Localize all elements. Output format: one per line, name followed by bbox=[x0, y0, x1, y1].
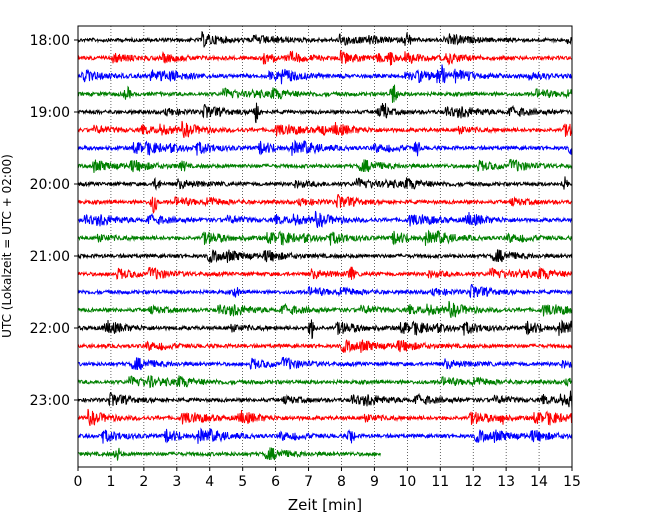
x-tick-label: 4 bbox=[205, 474, 214, 490]
x-tick-label: 12 bbox=[464, 474, 482, 490]
seismic-trace bbox=[77, 390, 573, 412]
seismic-trace bbox=[77, 266, 573, 280]
x-tick-label: 8 bbox=[337, 474, 346, 490]
y-tick-label: 19:00 bbox=[30, 105, 70, 121]
x-tick-label: 2 bbox=[139, 474, 148, 490]
x-tick-label: 6 bbox=[271, 474, 280, 490]
x-tick-label: 10 bbox=[398, 474, 416, 490]
seismic-trace bbox=[77, 375, 573, 389]
x-tick-label: 9 bbox=[370, 474, 379, 490]
seismic-trace bbox=[77, 284, 573, 299]
seismic-trace bbox=[77, 319, 573, 340]
seismic-trace bbox=[77, 102, 573, 124]
seismic-trace bbox=[77, 64, 573, 85]
plot-frame bbox=[77, 25, 573, 468]
x-tick-label: 1 bbox=[106, 474, 115, 490]
y-axis-label: UTC (Lokalzeit = UTC + 02:00) bbox=[0, 154, 14, 338]
x-axis-label: Zeit [min] bbox=[288, 496, 362, 514]
x-tick-label: 7 bbox=[304, 474, 313, 490]
x-tick-label: 15 bbox=[563, 474, 581, 490]
seismic-trace bbox=[77, 229, 573, 246]
seismic-trace bbox=[77, 339, 573, 353]
x-axis-ticks: 0 1 2 3 4 5 6 7 8 9 10 11 12 13 14 15 bbox=[74, 467, 581, 490]
seismic-trace bbox=[77, 158, 573, 173]
trace-lines bbox=[77, 31, 573, 461]
y-tick-label: 21:00 bbox=[30, 249, 70, 265]
seismic-trace bbox=[77, 139, 573, 157]
seismic-trace bbox=[77, 194, 573, 214]
seismic-trace bbox=[77, 408, 572, 427]
seismic-trace bbox=[77, 300, 573, 319]
seismic-trace bbox=[77, 176, 573, 191]
seismic-trace bbox=[77, 49, 573, 66]
seismic-trace bbox=[77, 120, 573, 139]
seismic-trace bbox=[77, 84, 573, 103]
seismic-trace bbox=[77, 249, 573, 263]
seismic-trace bbox=[77, 210, 573, 229]
x-tick-label: 0 bbox=[74, 474, 83, 490]
x-tick-label: 11 bbox=[431, 474, 449, 490]
x-tick-label: 3 bbox=[172, 474, 181, 490]
y-tick-label: 23:00 bbox=[30, 393, 70, 409]
seismic-trace bbox=[77, 356, 573, 371]
seismic-trace bbox=[77, 447, 381, 461]
x-tick-label: 14 bbox=[530, 474, 548, 490]
y-tick-label: 22:00 bbox=[30, 321, 70, 337]
y-tick-label: 20:00 bbox=[30, 177, 70, 193]
seismic-trace bbox=[77, 31, 573, 48]
x-tick-label: 13 bbox=[497, 474, 515, 490]
seismic-trace bbox=[77, 427, 573, 444]
y-axis-ticks: 18:00 19:00 20:00 21:00 22:00 23:00 bbox=[30, 33, 78, 409]
y-tick-label: 18:00 bbox=[30, 33, 70, 49]
x-tick-label: 5 bbox=[238, 474, 247, 490]
